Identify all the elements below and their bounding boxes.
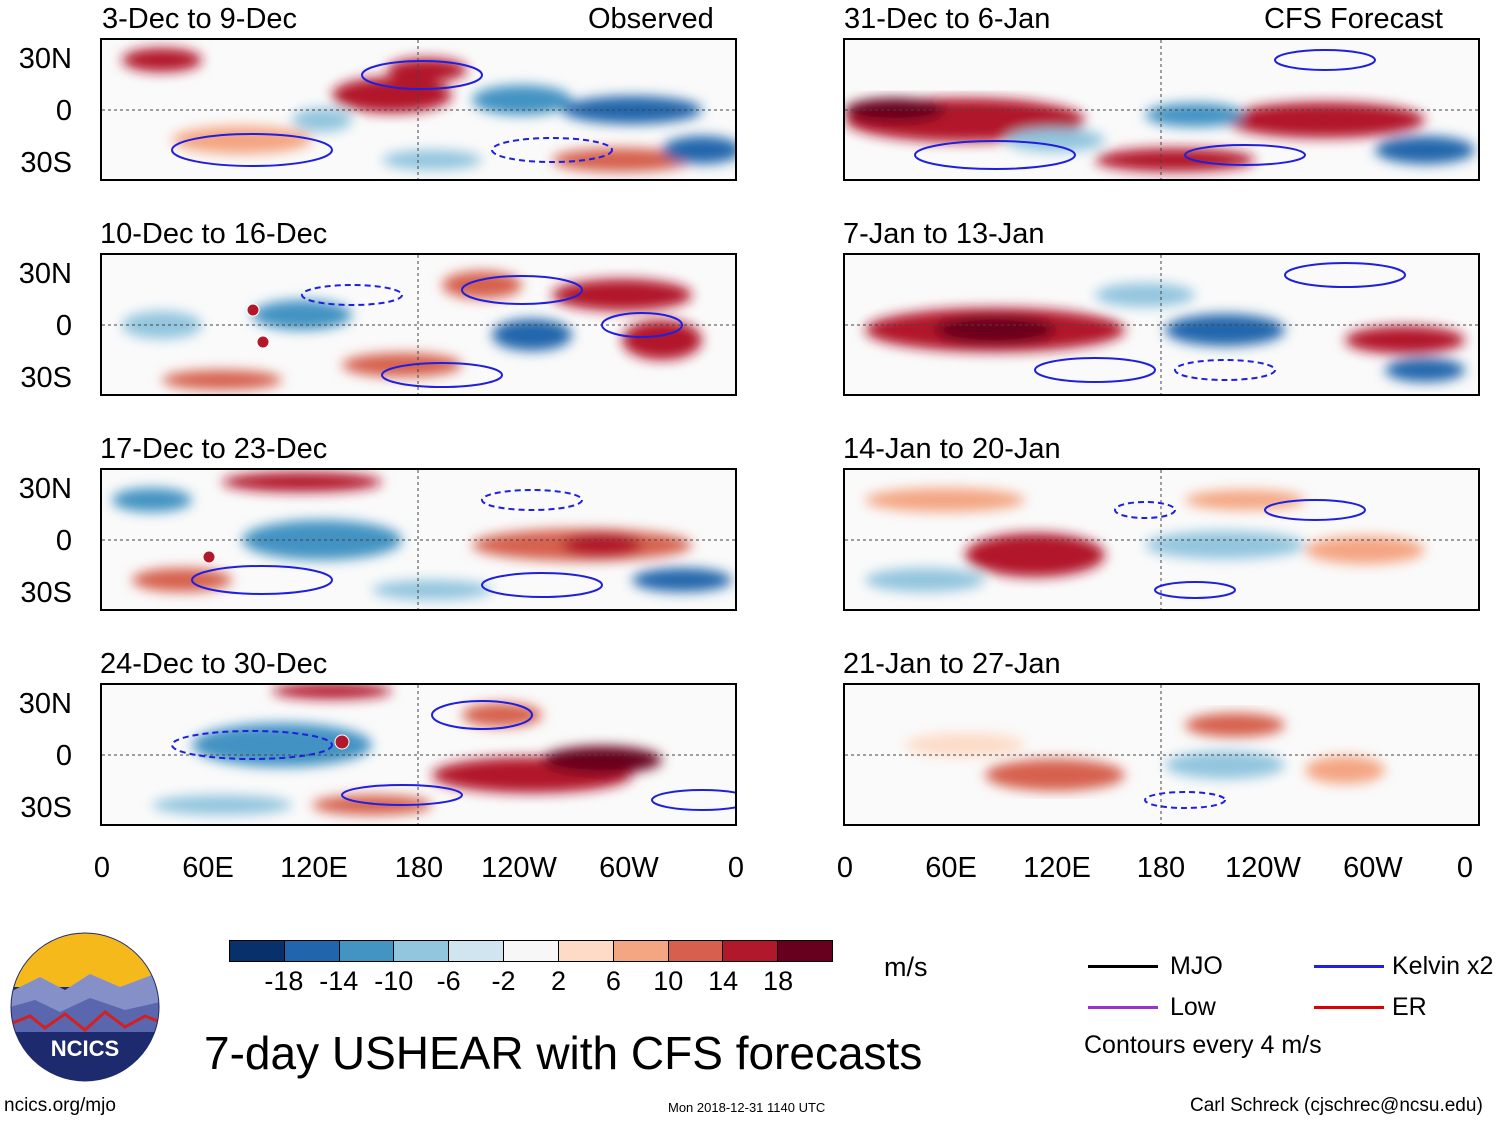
storm-marker-k — [256, 335, 270, 349]
lat-label-30n: 30N — [18, 258, 72, 290]
colorbar-tick-label: -14 — [319, 966, 359, 996]
colorbar-swatch — [284, 941, 340, 961]
legend-low-line — [1088, 1006, 1158, 1009]
legend-er-label: ER — [1392, 993, 1427, 1021]
colorbar-tick-label: -10 — [374, 966, 414, 996]
map-panel-forecast-4 — [843, 683, 1480, 826]
colorbar-swatch — [668, 941, 724, 961]
colorbar-tick-label: 14 — [708, 966, 739, 996]
ncics-logo: NCICS — [10, 932, 160, 1082]
lon-label: 0 — [727, 852, 745, 884]
lat-label-eq: 0 — [55, 525, 72, 557]
figure-title: 7-day USHEAR with CFS forecasts — [204, 1027, 923, 1079]
storm-marker-c — [202, 550, 216, 564]
footer-timestamp: Mon 2018-12-31 1140 UTC — [668, 1100, 826, 1115]
colorbar-tick-label: -18 — [264, 966, 304, 996]
legend-mjo-label: MJO — [1170, 952, 1223, 980]
lon-label: 0 — [93, 852, 111, 884]
footer-credit: Carl Schreck (cjschrec@ncsu.edu) — [1190, 1095, 1483, 1116]
storm-marker-6 — [246, 303, 260, 317]
lat-label-30s: 30S — [20, 792, 72, 824]
colorbar-tick-label: 6 — [605, 966, 621, 996]
map-panel-observed-4 — [100, 683, 737, 826]
footer-url[interactable]: ncics.org/mjo — [4, 1095, 116, 1116]
colorbar-tick-label: 2 — [550, 966, 566, 996]
map-panel-observed-2 — [100, 253, 737, 396]
panel-title-4: 24-Dec to 30-Dec — [100, 648, 328, 680]
colorbar-swatch — [723, 941, 779, 961]
panel-title-3: 17-Dec to 23-Dec — [100, 433, 328, 465]
legend-mjo-line — [1088, 965, 1158, 968]
storm-marker-30 — [334, 734, 350, 750]
colorbar-swatch — [504, 941, 559, 961]
logo-text: NCICS — [51, 1036, 119, 1061]
lat-label-eq: 0 — [55, 740, 72, 772]
legend-kelvin-label: Kelvin x2 — [1392, 952, 1494, 980]
panel-title-8: 21-Jan to 27-Jan — [843, 648, 1061, 680]
lon-label: 120E — [280, 852, 348, 884]
colorbar-swatch — [558, 941, 614, 961]
colorbar-swatch — [449, 941, 505, 961]
colorbar-tick-label: 18 — [763, 966, 794, 996]
colorbar-units: m/s — [884, 952, 928, 982]
colorbar-swatch — [339, 941, 395, 961]
colorbar-swatch — [613, 941, 669, 961]
lat-label-30s: 30S — [20, 577, 72, 609]
observed-label: Observed — [588, 3, 714, 35]
lon-label: 180 — [394, 852, 444, 884]
legend-kelvin-line — [1314, 965, 1384, 968]
lon-label: 60W — [599, 852, 659, 884]
legend-er-line — [1314, 1006, 1384, 1009]
map-panel-forecast-2 — [843, 253, 1480, 396]
lon-label: 60W — [1343, 852, 1403, 884]
lat-label-eq: 0 — [55, 310, 72, 342]
colorbar-swatch — [778, 941, 832, 961]
lat-label-30n: 30N — [18, 473, 72, 505]
lon-label: 120E — [1023, 852, 1091, 884]
map-panel-forecast-3 — [843, 468, 1480, 611]
colorbar-tick-label: -2 — [491, 966, 516, 996]
map-panel-observed-3 — [100, 468, 737, 611]
map-panel-forecast-1 — [843, 38, 1480, 181]
panel-title-1: 3-Dec to 9-Dec — [102, 3, 298, 35]
lat-label-30n: 30N — [18, 688, 72, 720]
lat-label-30s: 30S — [20, 362, 72, 394]
lon-label: 0 — [836, 852, 854, 884]
forecast-label: CFS Forecast — [1264, 3, 1443, 35]
lon-label: 120W — [481, 852, 557, 884]
colorbar-swatch — [230, 941, 285, 961]
lat-label-30n: 30N — [18, 43, 72, 75]
lon-label: 60E — [925, 852, 977, 884]
lon-label: 60E — [182, 852, 234, 884]
colorbar — [229, 940, 833, 962]
colorbar-swatch — [394, 941, 450, 961]
colorbar-tick-label: -6 — [436, 966, 461, 996]
panel-title-7: 14-Jan to 20-Jan — [843, 433, 1061, 465]
legend-low-label: Low — [1170, 993, 1216, 1021]
map-panel-observed-1 — [100, 38, 737, 181]
panel-title-2: 10-Dec to 16-Dec — [100, 218, 328, 250]
legend-contours-note: Contours every 4 m/s — [1084, 1031, 1322, 1059]
colorbar-tick-label: 10 — [653, 966, 684, 996]
panel-title-5: 31-Dec to 6-Jan — [844, 3, 1051, 35]
lon-label: 0 — [1456, 852, 1474, 884]
lon-label: 120W — [1225, 852, 1301, 884]
panel-title-6: 7-Jan to 13-Jan — [843, 218, 1045, 250]
lat-label-30s: 30S — [20, 147, 72, 179]
lon-label: 180 — [1136, 852, 1186, 884]
lat-label-eq: 0 — [55, 95, 72, 127]
